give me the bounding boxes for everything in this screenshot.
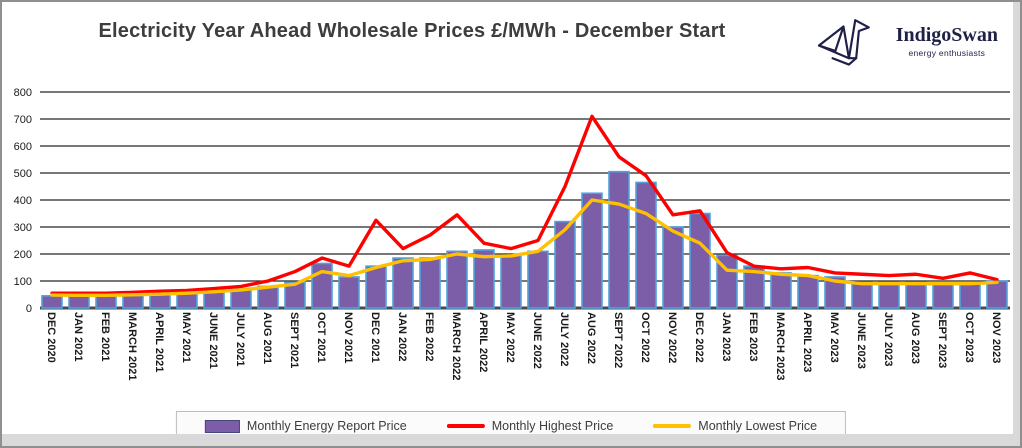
indigoswan-logo: IndigoSwan energy enthusiasts [812,12,998,70]
bar [365,265,387,309]
legend-swatch-bar [204,419,240,433]
bar [824,276,846,309]
series-line [50,198,999,298]
x-axis-tick-label: MARCH 2022 [450,312,462,380]
bar [932,282,954,309]
x-axis-tick-label: OCT 2022 [639,312,651,363]
bar [473,249,495,309]
bar [419,257,441,309]
x-axis-tick-label: JUNE 2023 [855,312,867,369]
bar [149,293,171,309]
logo-tagline: energy enthusiasts [908,47,986,58]
x-axis-tick-label: FEB 2021 [99,312,111,362]
y-axis-tick-label: 200 [14,249,32,261]
bar [716,254,738,309]
price-chart: 800 700 600 500 400 300 200 100 0 DEC 2020 JAN 202… [14,87,1010,380]
x-axis-tick-label: JAN 2022 [396,312,408,362]
bar [770,272,792,309]
y-axis-tick-label: 600 [14,141,32,153]
bar [284,281,306,309]
legend-swatch-highest-line [446,424,485,428]
bar [608,170,630,309]
bar [662,226,684,309]
x-axis-tick-label: APRIL 2022 [477,312,489,372]
bar [527,250,549,309]
legend-item: Monthly Energy Report Price [204,419,407,433]
x-axis-tick-label: JULY 2023 [882,312,894,366]
window-right-edge [1013,2,1020,446]
bar [986,280,1008,309]
x-axis-tick-label: JAN 2021 [72,312,84,362]
y-axis-tick-label: 800 [14,87,32,99]
x-axis-tick-label: NOV 2021 [342,312,354,363]
x-axis-tick-label: MAY 2022 [504,312,516,363]
x-axis-tick-label: APRIL 2023 [801,312,813,372]
legend-item: Monthly Lowest Price [653,419,817,433]
x-axis-tick-label: OCT 2023 [963,312,975,363]
y-axis-tick-label: 500 [14,168,32,180]
origami-swan-icon [817,19,870,66]
x-axis-tick-label: JAN 2023 [720,312,732,362]
bar [257,285,279,309]
y-axis-tick-label: 400 [14,195,32,207]
bar [176,292,198,309]
bar [446,250,468,309]
x-axis-tick-label: SEPT 2022 [612,312,624,368]
bar [392,257,414,309]
x-axis-tick-label: JULY 2021 [234,312,246,366]
y-axis-tick-label: 300 [14,222,32,234]
x-axis-tick-label: SEPT 2023 [936,312,948,368]
y-axis-tick-label: 0 [26,303,32,315]
x-axis-tick-label: AUG 2023 [909,312,921,364]
bar [338,276,360,309]
x-axis-tick-label: AUG 2022 [585,312,597,364]
legend-label: Monthly Lowest Price [698,419,818,433]
series-line [50,114,999,295]
x-axis-tick-label: MARCH 2021 [126,312,138,380]
bar [878,281,900,309]
x-axis-tick-label: DEC 2021 [369,312,381,363]
x-axis-tick-label: MAY 2021 [180,312,192,363]
x-axis-tick-label: MAY 2023 [828,312,840,363]
x-axis-tick-label: NOV 2023 [990,312,1002,363]
bar [959,282,981,309]
legend-swatch-lowest-line [653,424,692,428]
bar [581,192,603,309]
bar [68,295,90,309]
y-axis-tick-label: 100 [14,276,32,288]
x-axis-tick-label: FEB 2023 [747,312,759,362]
window-bottom-edge [2,434,1020,446]
bar [689,212,711,309]
bar [41,295,63,309]
chart-title: Electricity Year Ahead Wholesale Prices … [98,20,726,42]
legend-label: Monthly Highest Price [491,419,614,433]
x-axis-tick-label: NOV 2022 [666,312,678,363]
bar [554,220,576,309]
x-axis-tick-label: JUNE 2022 [531,312,543,369]
bar [500,254,522,309]
x-axis-tick-label: JULY 2022 [558,312,570,366]
bar [905,281,927,309]
x-axis-tick-label: OCT 2021 [315,312,327,363]
x-axis-tick-label: APRIL 2021 [153,312,165,372]
x-axis-tick-label: JUNE 2021 [207,312,219,369]
y-axis-tick-label: 700 [14,114,32,126]
bar [122,294,144,309]
legend-label: Monthly Energy Report Price [246,419,407,433]
x-axis-tick-label: FEB 2022 [423,312,435,362]
x-axis-tick-label: DEC 2020 [45,312,57,363]
bar [797,274,819,309]
legend-item: Monthly Highest Price [446,419,614,433]
x-axis-tick-label: DEC 2022 [693,312,705,363]
bar [95,295,117,309]
bar [851,281,873,309]
x-axis-tick-label: MARCH 2023 [774,312,786,380]
x-axis-tick-label: SEPT 2021 [288,312,300,368]
bar [635,181,657,309]
x-axis-tick-label: AUG 2021 [261,312,273,364]
logo-name: IndigoSwan [895,23,998,46]
